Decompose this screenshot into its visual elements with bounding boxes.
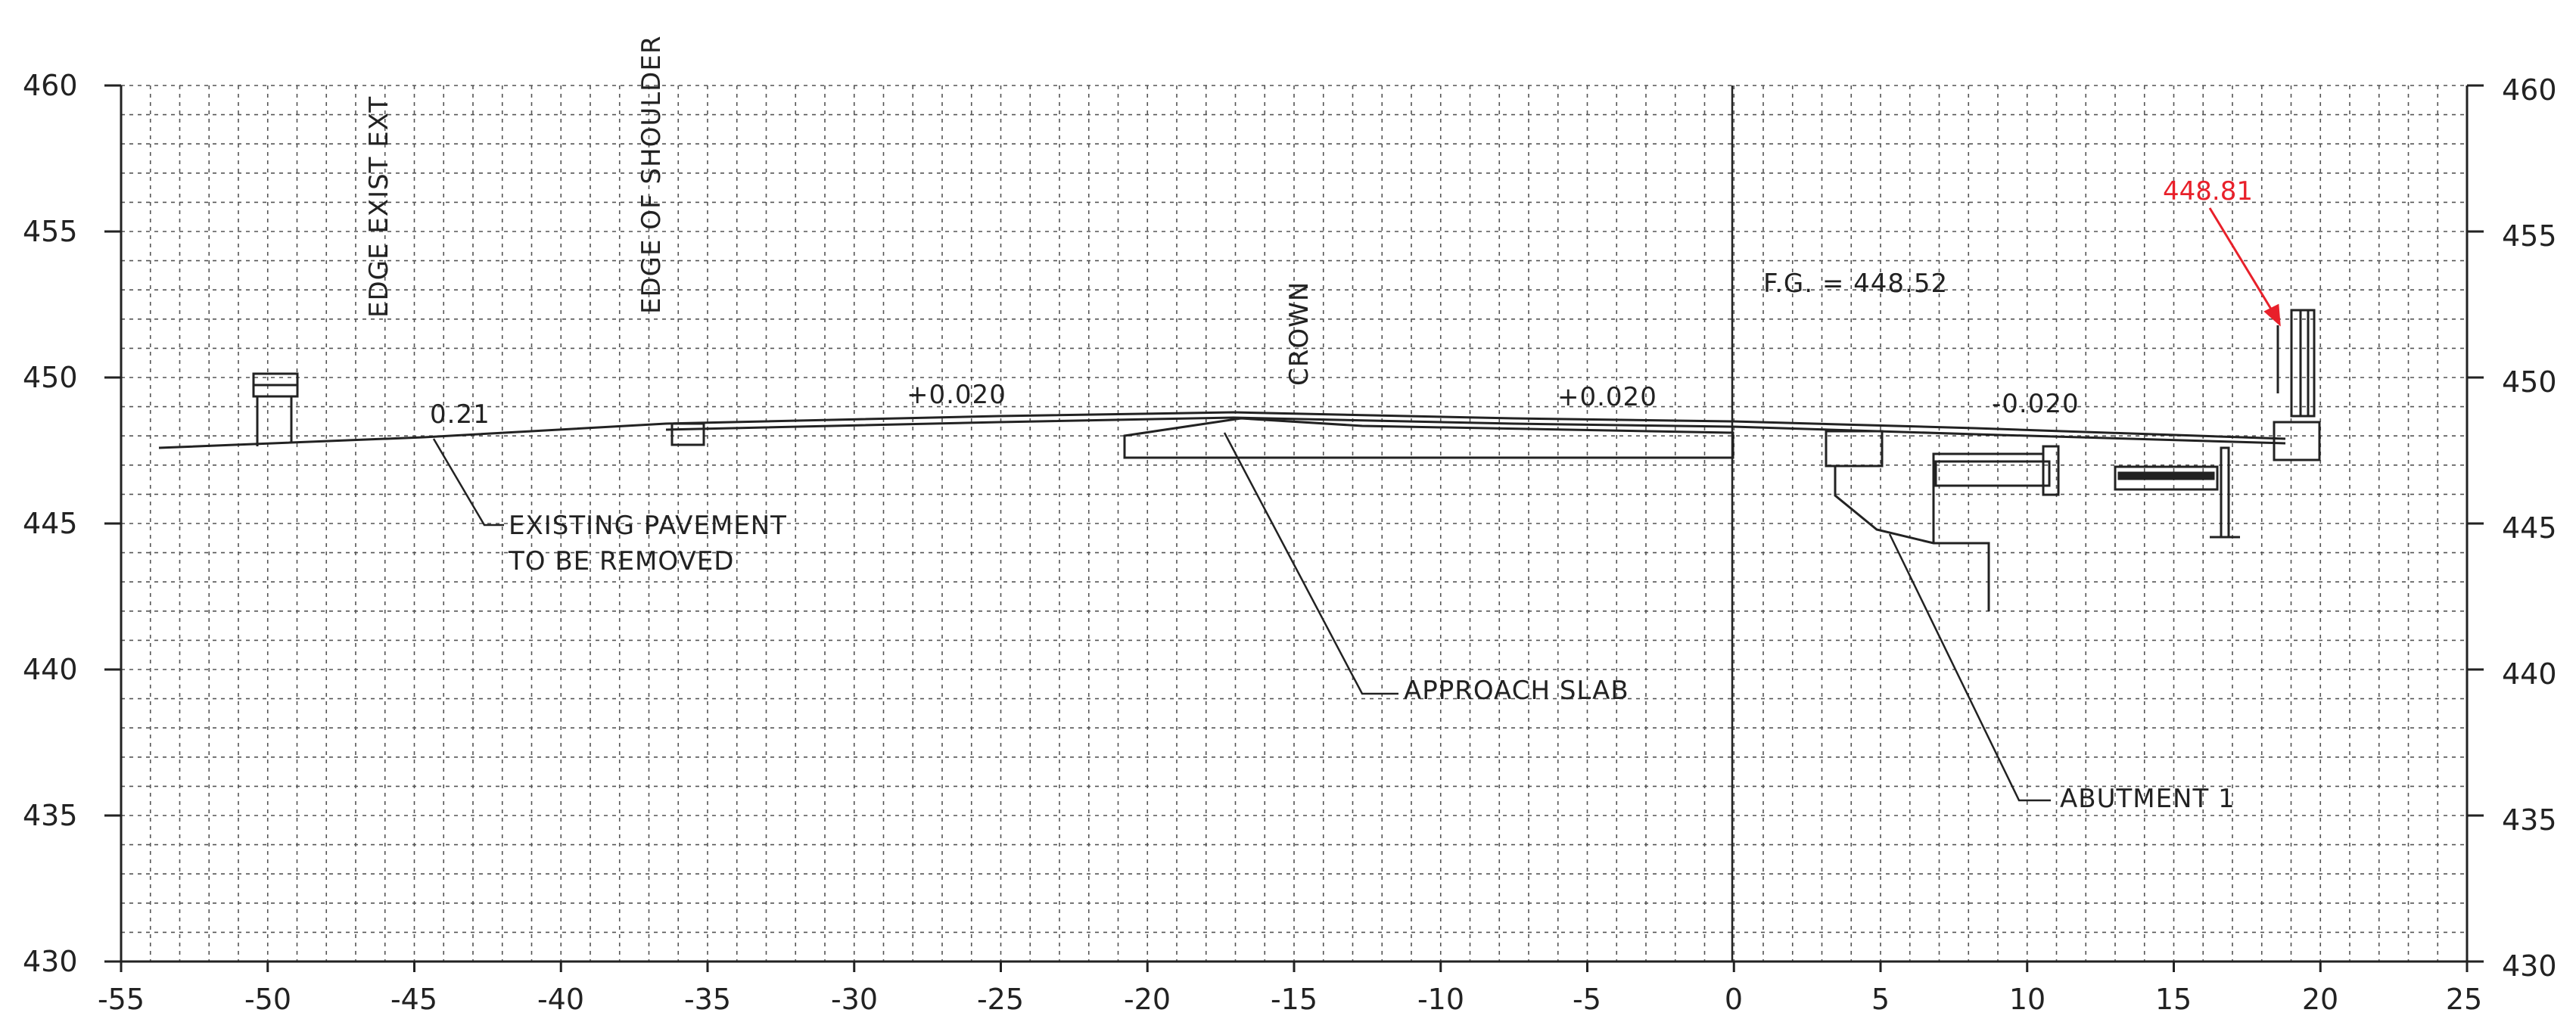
x-tick-label: 5 [1871, 983, 1890, 1016]
grid-lines [121, 85, 2467, 962]
x-tick-label: -30 [831, 983, 878, 1016]
y-tick-label: 450 [23, 361, 78, 394]
slope-label: +0.020 [1557, 382, 1657, 412]
x-tick-label: -10 [1417, 983, 1464, 1016]
slope-label: +0.020 [907, 380, 1006, 410]
existing-pavement-label: TO BE REMOVED [508, 546, 734, 576]
y-tick-label: 445 [2502, 511, 2557, 545]
y-tick-label: 435 [23, 799, 78, 832]
y-tick-label: 440 [2502, 657, 2557, 691]
x-tick-label: -20 [1124, 983, 1171, 1016]
y-tick-label: 440 [23, 653, 78, 686]
y-tick-label: 460 [23, 69, 78, 102]
y-tick-label: 450 [2502, 365, 2557, 399]
x-tick-label: 0 [1725, 983, 1743, 1016]
y-tick-label: 460 [2502, 73, 2557, 107]
x-tick-label: -45 [390, 983, 437, 1016]
elevation-leader [2208, 207, 2281, 327]
x-tick-label: -15 [1271, 983, 1318, 1016]
y-tick-label: 435 [2502, 803, 2557, 837]
slope-label: -0.020 [1992, 389, 2080, 419]
x-tick-labels: -55 -50 -45 -40 -35 -30 -25 -20 -15 -10 … [98, 983, 2482, 1016]
x-tick-label: -40 [537, 983, 584, 1016]
road-profile [158, 309, 2321, 611]
edge-exist-label: EDGE EXIST EXT [364, 96, 394, 318]
slope-label: 0.21 [430, 399, 490, 430]
edge-shoulder-label: EDGE OF SHOULDER [636, 36, 667, 314]
x-tick-label: 10 [2009, 983, 2046, 1016]
x-tick-label: -35 [684, 983, 731, 1016]
x-tick-label: -5 [1573, 983, 1601, 1016]
x-tick-label: 15 [2155, 983, 2192, 1016]
y-tick-label: 430 [23, 945, 78, 978]
y-tick-labels-left: 460 455 450 445 440 435 430 [23, 69, 78, 978]
x-tick-label: 25 [2446, 983, 2482, 1016]
x-tick-label: -55 [98, 983, 145, 1016]
y-tick-labels-right: 460 455 450 445 440 435 430 [2502, 73, 2557, 983]
x-tick-label: 20 [2302, 983, 2338, 1016]
existing-pavement-label: EXISTING PAVEMENT [509, 511, 787, 541]
y-tick-label: 430 [2502, 949, 2557, 983]
elevation-callout: 448.81 [2163, 176, 2253, 207]
x-tick-label: -50 [244, 983, 291, 1016]
crown-label: CROWN [1284, 281, 1314, 386]
leader-lines [432, 432, 2051, 802]
abutment-label: ABUTMENT 1 [2060, 784, 2235, 814]
x-tick-label: -25 [977, 983, 1024, 1016]
finished-grade-label: F.G. = 448.52 [1763, 269, 1948, 299]
y-tick-label: 455 [2502, 219, 2557, 253]
tick-marks [104, 84, 2484, 972]
y-tick-label: 455 [23, 215, 78, 248]
approach-slab-label: APPROACH SLAB [1404, 676, 1629, 706]
y-tick-label: 445 [23, 507, 78, 540]
